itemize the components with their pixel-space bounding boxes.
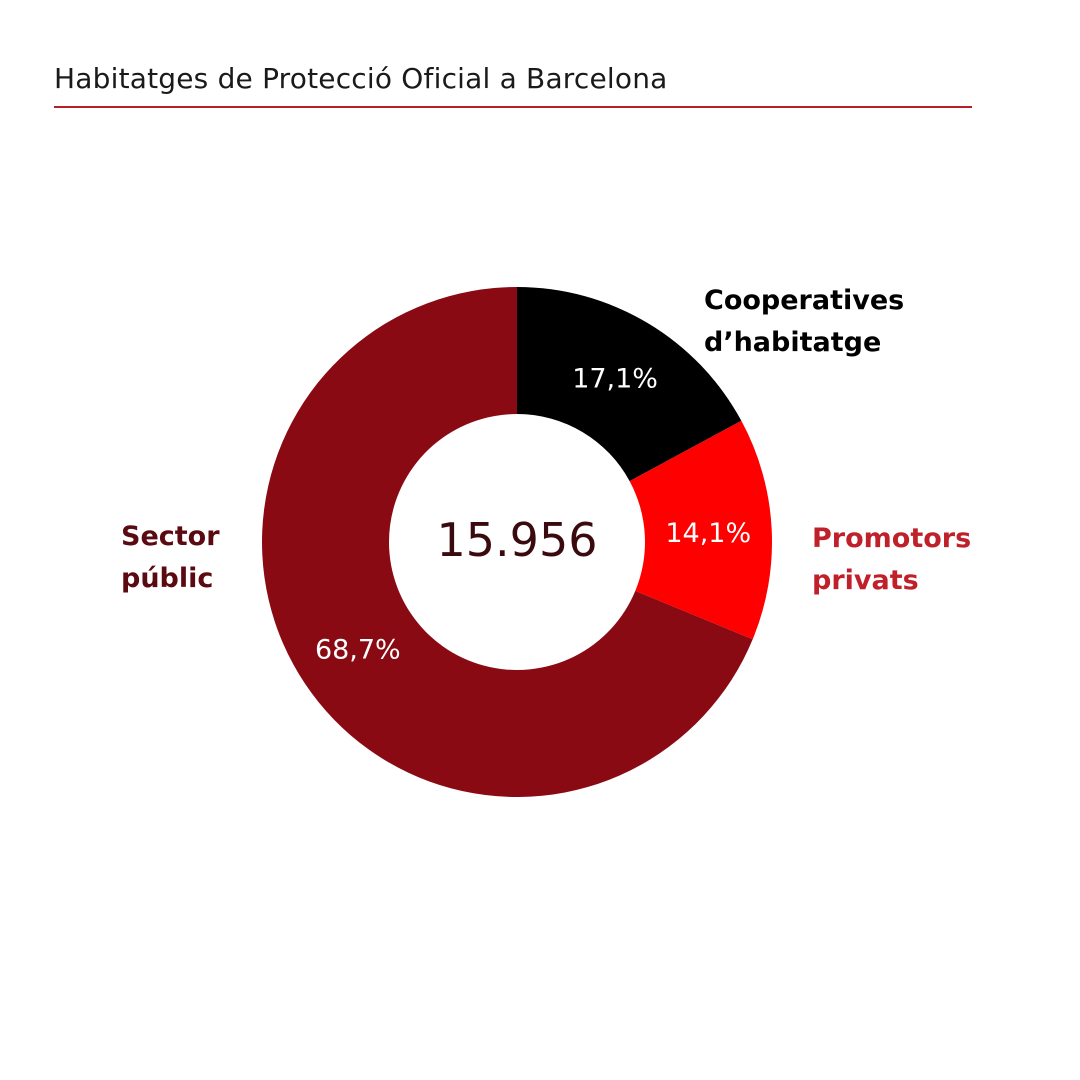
slice-label-cooperatives: 17,1% <box>572 364 658 395</box>
slice-cooperatives <box>517 287 742 482</box>
slice-label-promotors-privats: 14,1% <box>665 518 751 549</box>
legend-cooperatives-line-2: d’habitatge <box>704 327 882 358</box>
legend-promotors-privats: Promotors privats <box>812 518 971 602</box>
legend-sector-line-1: Sector <box>121 521 220 552</box>
legend-sector-public: Sector públic <box>121 516 220 600</box>
legend-cooperatives: Cooperatives d’habitatge <box>704 280 904 364</box>
center-total-label: 15.956 <box>437 513 598 567</box>
slice-label-sector-public: 68,7% <box>315 634 401 665</box>
legend-promotors-line-2: privats <box>812 565 919 596</box>
legend-promotors-line-1: Promotors <box>812 523 972 554</box>
chart-title: Habitatges de Protecció Oficial a Barcel… <box>54 62 668 95</box>
legend-sector-line-2: públic <box>121 563 214 594</box>
slice-sector-public <box>262 287 753 798</box>
legend-cooperatives-line-1: Cooperatives <box>704 285 905 316</box>
slice-promotors-privats <box>629 420 772 640</box>
title-divider <box>54 106 972 108</box>
